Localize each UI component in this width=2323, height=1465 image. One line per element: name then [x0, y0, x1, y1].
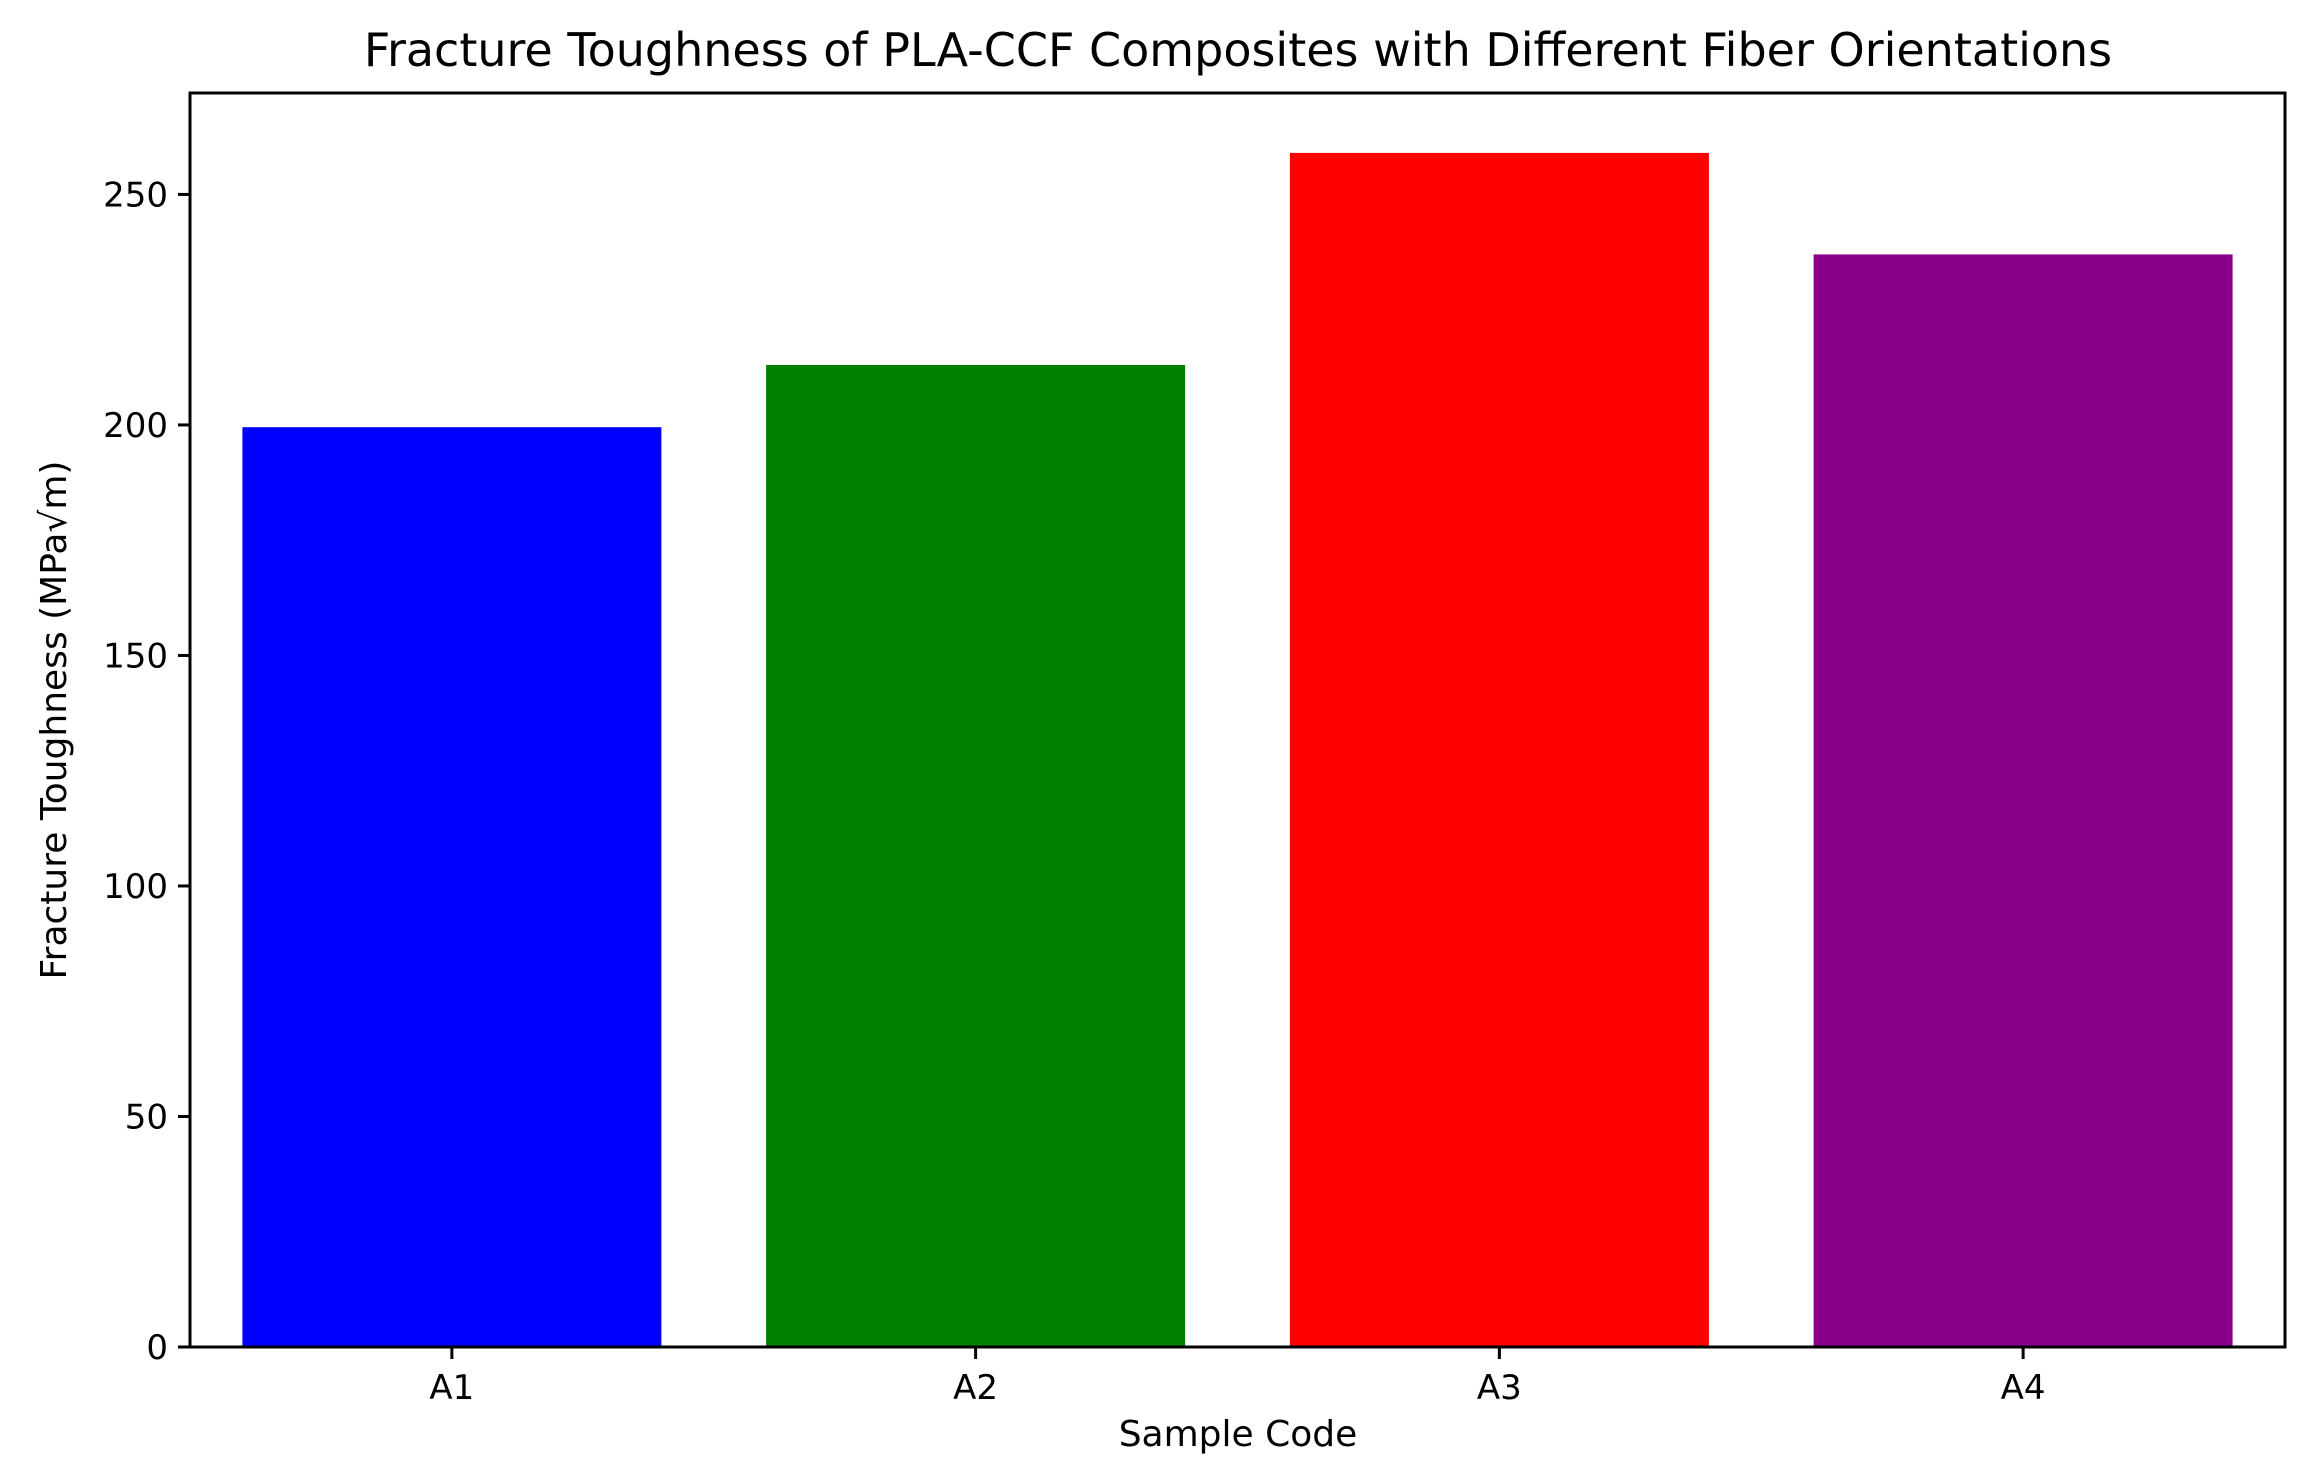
y-axis-label: Fracture Toughness (MPa√m): [34, 461, 75, 980]
bar-a1: [242, 427, 662, 1347]
chart-title: Fracture Toughness of PLA-CCF Composites…: [364, 23, 2112, 77]
plot-area-frame: [188, 91, 2287, 1349]
x-tick-label-a4: A4: [2001, 1368, 2046, 1408]
x-axis-ticks: A1 A2 A3 A4: [429, 1347, 2046, 1408]
x-tick-label-a2: A2: [953, 1368, 998, 1408]
y-tick-label-0: 0: [146, 1328, 168, 1368]
y-tick-label-250: 250: [103, 175, 168, 215]
x-axis-label: Sample Code: [1119, 1414, 1358, 1455]
y-tick-label-200: 200: [103, 406, 168, 446]
y-tick-label-150: 150: [103, 636, 168, 676]
y-axis-ticks: 0 50 100 150 200 250: [103, 175, 190, 1368]
bar-a3: [1289, 152, 1709, 1347]
x-tick-label-a3: A3: [1477, 1368, 1522, 1408]
y-tick-label-50: 50: [125, 1097, 168, 1137]
y-tick-label-100: 100: [103, 867, 168, 907]
bars-group: [242, 152, 2233, 1347]
bar-a2: [766, 365, 1186, 1347]
bar-a4: [1813, 254, 2233, 1347]
x-tick-label-a1: A1: [429, 1368, 474, 1408]
